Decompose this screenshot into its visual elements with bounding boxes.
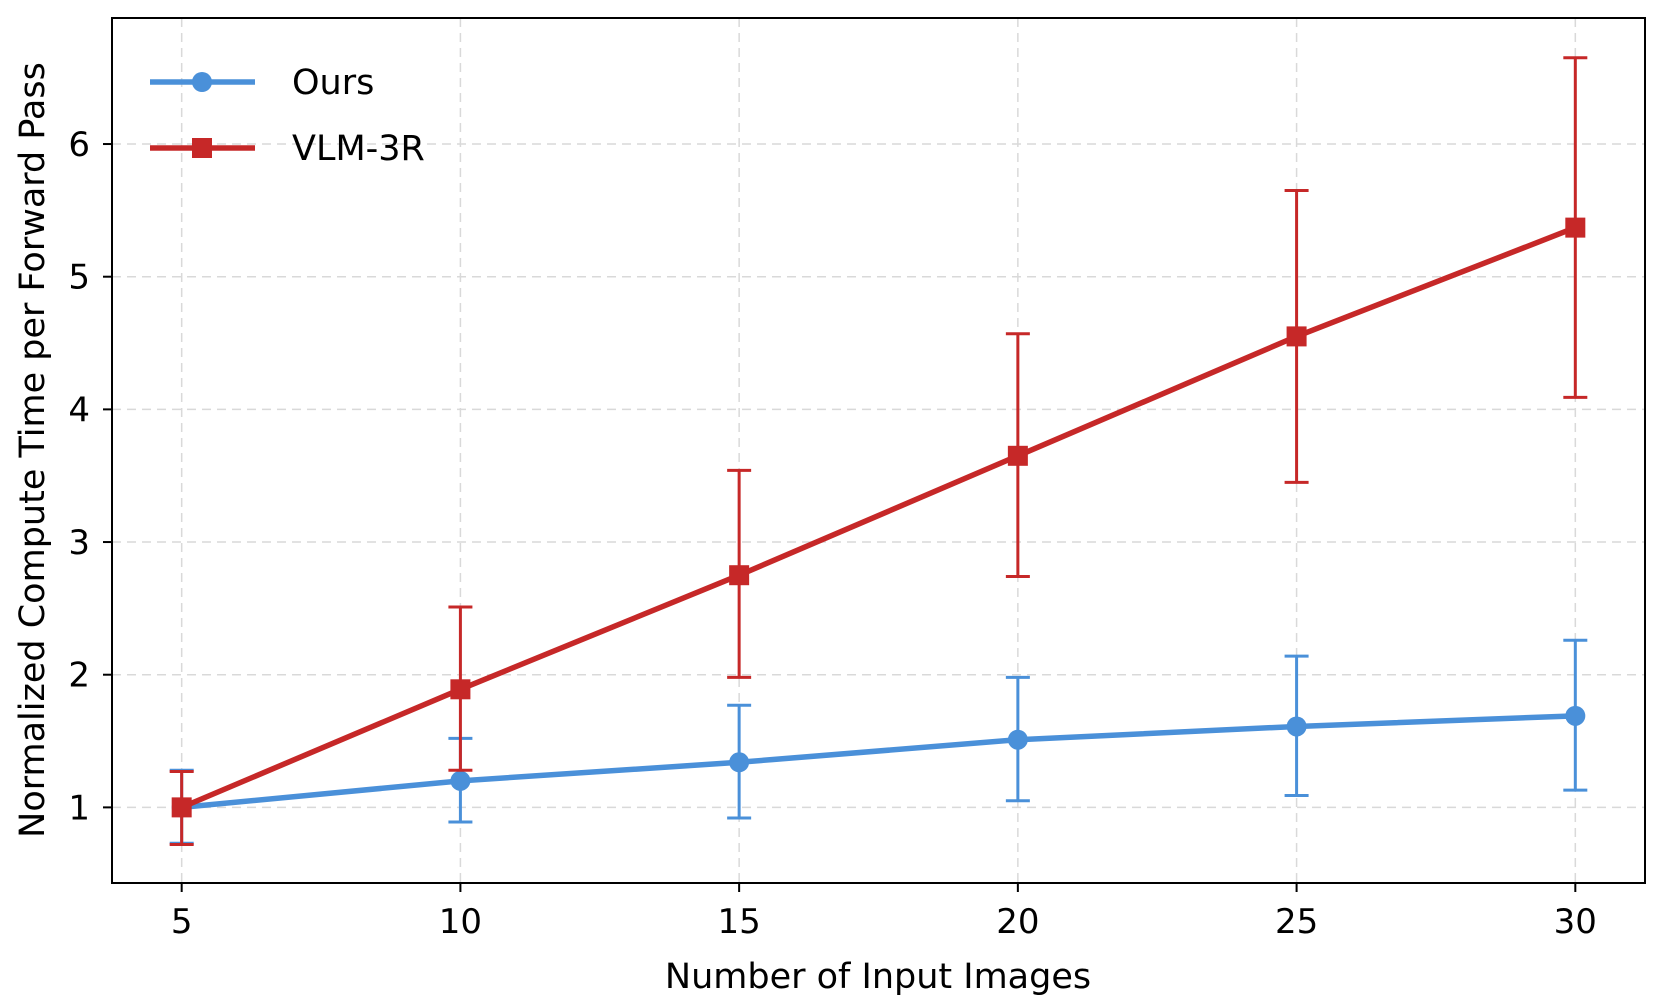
legend-label: Ours bbox=[292, 63, 374, 103]
vlm-3r-line bbox=[180, 225, 1577, 810]
x-tick-label: 20 bbox=[996, 902, 1039, 942]
y-tick-label: 2 bbox=[68, 656, 90, 696]
vlm-3r-point bbox=[171, 797, 192, 818]
ours-point bbox=[1565, 705, 1586, 726]
legend-item-vlm-3r: VLM-3R bbox=[150, 129, 425, 169]
y-axis-label: Normalized Compute Time per Forward Pass bbox=[13, 62, 53, 838]
y-tick-label: 3 bbox=[68, 523, 90, 563]
plot-background bbox=[112, 18, 1645, 883]
ours-point bbox=[1007, 729, 1028, 750]
vlm-3r-point bbox=[729, 565, 750, 586]
ours-point bbox=[450, 770, 471, 791]
plot-frame bbox=[111, 17, 1646, 884]
vlm-3r-point bbox=[450, 679, 471, 700]
series-layer bbox=[169, 56, 1588, 847]
legend-item-ours: Ours bbox=[150, 63, 374, 103]
y-tick-label: 1 bbox=[68, 788, 90, 828]
x-tick-label: 15 bbox=[718, 902, 761, 942]
legend-marker bbox=[192, 72, 212, 92]
x-tick-label: 10 bbox=[439, 902, 482, 942]
x-tick-label: 30 bbox=[1554, 902, 1597, 942]
vlm-3r-point bbox=[1565, 217, 1586, 238]
ours-line bbox=[181, 713, 1576, 811]
axis-ticks: 5 10 15 20 25 30 1 2 3 4 5 6 bbox=[68, 125, 1597, 942]
vlm-3r-point bbox=[1286, 326, 1307, 347]
x-tick-label: 25 bbox=[1275, 902, 1318, 942]
y-tick-label: 5 bbox=[68, 258, 90, 298]
legend-marker bbox=[192, 138, 212, 158]
x-tick-label: 5 bbox=[171, 902, 193, 942]
series-vlm-3r bbox=[169, 56, 1588, 847]
x-axis-label: Number of Input Images bbox=[665, 957, 1091, 997]
legend: Ours VLM-3R bbox=[150, 63, 425, 169]
legend-label: VLM-3R bbox=[292, 129, 425, 169]
vlm-3r-point bbox=[1007, 445, 1028, 466]
y-tick-label: 4 bbox=[68, 390, 90, 430]
ours-point bbox=[729, 752, 750, 773]
ours-point bbox=[1286, 716, 1307, 737]
y-tick-label: 6 bbox=[68, 125, 90, 165]
